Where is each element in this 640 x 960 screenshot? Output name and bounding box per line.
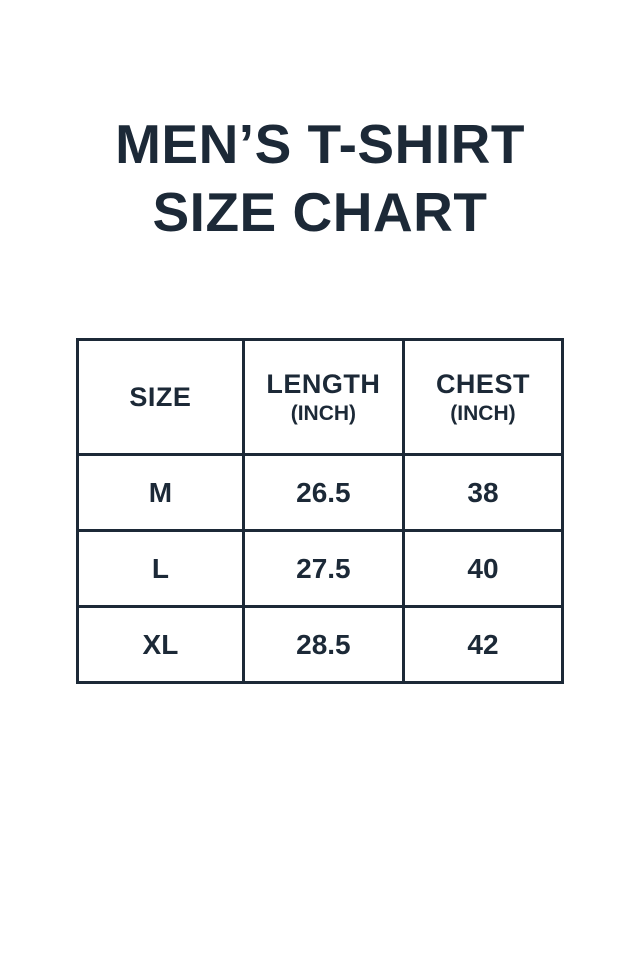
cell-chest-xl: 42	[401, 605, 565, 684]
header-row: SIZE LENGTH (INCH) CHEST (INCH)	[76, 338, 565, 456]
page-title-line-2: SIZE CHART	[152, 181, 488, 243]
column-header-length-unit: (INCH)	[290, 401, 357, 425]
table-row-l: L 27.5 40	[76, 529, 565, 608]
column-header-chest-label: CHEST	[435, 368, 530, 399]
column-header-length-label: LENGTH	[266, 368, 381, 399]
column-header-chest: CHEST (INCH)	[401, 338, 565, 456]
column-header-size: SIZE	[76, 338, 245, 456]
page-title: MEN’S T-SHIRT SIZE CHART	[0, 110, 640, 246]
cell-size-m: M	[76, 453, 245, 532]
cell-chest-l: 40	[401, 529, 565, 608]
column-header-size-label: SIZE	[129, 382, 192, 412]
cell-chest-m: 38	[401, 453, 565, 532]
size-chart-table: SIZE LENGTH (INCH) CHEST (INCH) M 26.5 38 …	[76, 338, 565, 684]
table-row-xl: XL 28.5 42	[76, 605, 565, 684]
size-chart-page: MEN’S T-SHIRT SIZE CHART SIZE LENGTH (INC…	[0, 110, 640, 960]
table-row-m: M 26.5 38	[76, 453, 565, 532]
cell-size-l: L	[76, 529, 245, 608]
cell-length-xl: 28.5	[241, 605, 405, 684]
cell-length-m: 26.5	[241, 453, 405, 532]
column-header-length: LENGTH (INCH)	[241, 338, 405, 456]
cell-size-xl: XL	[76, 605, 245, 684]
page-title-line-1: MEN’S T-SHIRT	[115, 113, 525, 175]
column-header-chest-unit: (INCH)	[450, 401, 516, 425]
cell-length-l: 27.5	[241, 529, 405, 608]
